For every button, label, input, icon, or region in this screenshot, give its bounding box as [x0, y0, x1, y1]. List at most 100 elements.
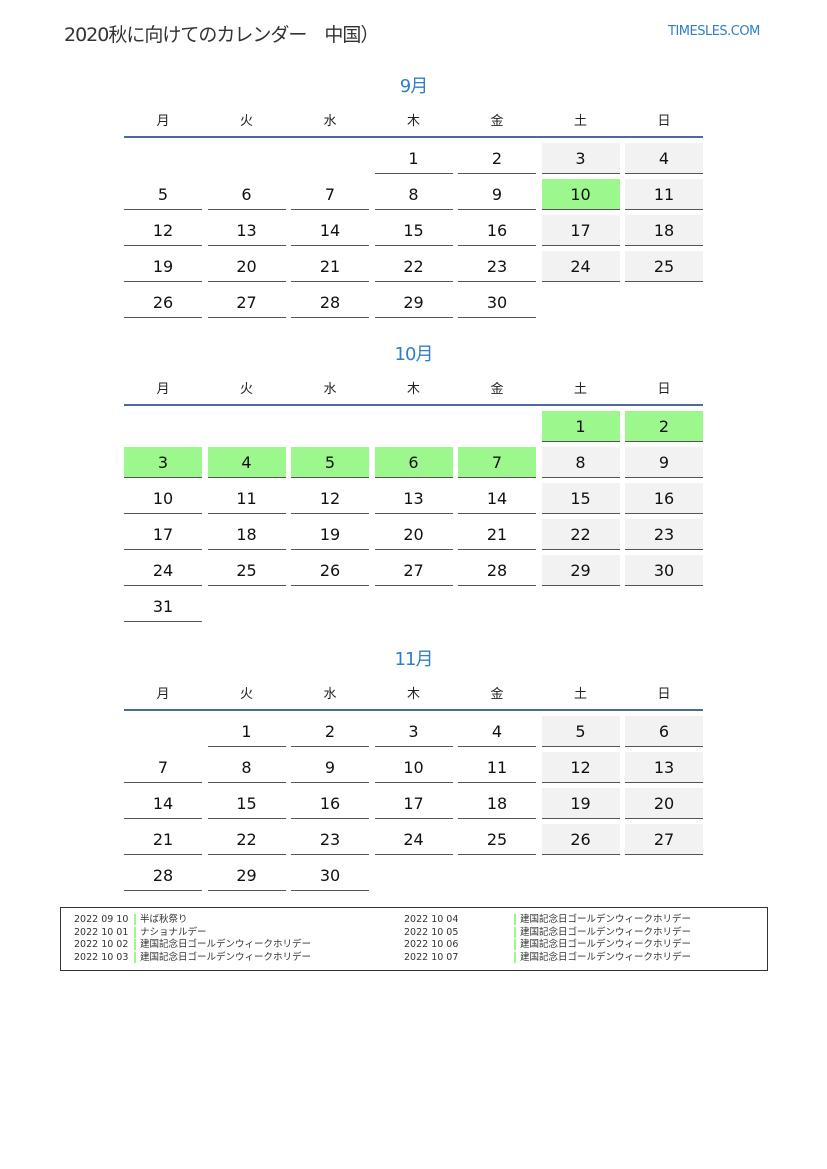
legend-date: 2022 10 02: [74, 939, 129, 950]
day-cell[interactable]: 24: [374, 824, 453, 855]
day-cell[interactable]: 10: [374, 752, 453, 783]
day-cell[interactable]: 18: [625, 215, 703, 246]
day-cell[interactable]: 13: [207, 215, 286, 246]
day-cell[interactable]: 19: [124, 251, 202, 282]
day-cell[interactable]: 22: [207, 824, 286, 855]
day-cell[interactable]: 28: [124, 860, 202, 891]
day-cell[interactable]: 27: [374, 555, 453, 586]
day-cell[interactable]: 29: [541, 555, 620, 586]
day-cell[interactable]: 19: [541, 788, 620, 819]
day-cell[interactable]: 26: [124, 287, 202, 318]
day-cell[interactable]: 14: [124, 788, 202, 819]
day-cell[interactable]: 3: [374, 716, 453, 747]
day-cell[interactable]: 8: [207, 752, 286, 783]
day-cell[interactable]: 14: [291, 215, 369, 246]
legend-holiday-name: 半ば秋祭り: [140, 914, 188, 925]
day-cell[interactable]: 9: [291, 752, 369, 783]
day-cell[interactable]: 22: [541, 519, 620, 550]
day-cell[interactable]: 18: [458, 788, 536, 819]
day-cell[interactable]: 8: [541, 447, 620, 478]
day-cell[interactable]: 15: [374, 215, 453, 246]
day-cell[interactable]: 23: [625, 519, 703, 550]
legend-item: 2022 10 04 建国記念日ゴールデンウィークホリデー: [404, 914, 691, 926]
day-cell[interactable]: 6: [625, 716, 703, 747]
holiday-marker: [134, 951, 136, 963]
day-cell[interactable]: 23: [458, 251, 536, 282]
day-cell[interactable]: 27: [207, 287, 286, 318]
day-cell[interactable]: 4: [207, 447, 286, 478]
day-cell[interactable]: 14: [458, 483, 536, 514]
day-cell[interactable]: 11: [207, 483, 286, 514]
day-cell[interactable]: 18: [207, 519, 286, 550]
day-cell[interactable]: 29: [207, 860, 286, 891]
day-cell[interactable]: 6: [207, 179, 286, 210]
holiday-marker: [514, 939, 516, 950]
header-divider: [124, 709, 703, 711]
day-cell[interactable]: 11: [625, 179, 703, 210]
day-cell[interactable]: 31: [124, 591, 202, 622]
day-cell[interactable]: 29: [374, 287, 453, 318]
day-cell[interactable]: 7: [124, 752, 202, 783]
day-cell[interactable]: 4: [625, 143, 703, 174]
day-cell[interactable]: 20: [374, 519, 453, 550]
day-cell[interactable]: 9: [458, 179, 536, 210]
day-cell[interactable]: 21: [124, 824, 202, 855]
day-cell[interactable]: 13: [625, 752, 703, 783]
day-cell[interactable]: 13: [374, 483, 453, 514]
day-cell[interactable]: 17: [374, 788, 453, 819]
day-cell[interactable]: 28: [458, 555, 536, 586]
day-cell[interactable]: 30: [625, 555, 703, 586]
day-cell[interactable]: 27: [625, 824, 703, 855]
day-cell[interactable]: 15: [207, 788, 286, 819]
day-cell[interactable]: 25: [625, 251, 703, 282]
day-cell[interactable]: 7: [291, 179, 369, 210]
day-cell[interactable]: 2: [625, 411, 703, 442]
day-cell[interactable]: 22: [374, 251, 453, 282]
day-cell[interactable]: 12: [541, 752, 620, 783]
day-cell[interactable]: 12: [291, 483, 369, 514]
day-cell[interactable]: 3: [541, 143, 620, 174]
day-cell[interactable]: 5: [124, 179, 202, 210]
day-cell[interactable]: 16: [625, 483, 703, 514]
day-cell[interactable]: 5: [541, 716, 620, 747]
day-cell[interactable]: 1: [541, 411, 620, 442]
day-cell[interactable]: 12: [124, 215, 202, 246]
day-cell[interactable]: 16: [291, 788, 369, 819]
day-cell[interactable]: 21: [291, 251, 369, 282]
day-cell[interactable]: 15: [541, 483, 620, 514]
site-logo[interactable]: TIMESLES.COM: [668, 24, 760, 39]
day-cell[interactable]: 5: [291, 447, 369, 478]
day-cell[interactable]: 26: [291, 555, 369, 586]
day-cell[interactable]: 20: [625, 788, 703, 819]
day-cell[interactable]: 17: [124, 519, 202, 550]
day-cell[interactable]: 11: [458, 752, 536, 783]
day-cell[interactable]: 17: [541, 215, 620, 246]
month-title: 11月: [394, 649, 434, 670]
day-cell[interactable]: 23: [291, 824, 369, 855]
day-cell[interactable]: 24: [541, 251, 620, 282]
day-cell[interactable]: 2: [458, 143, 536, 174]
day-cell[interactable]: 10: [124, 483, 202, 514]
day-cell[interactable]: 16: [458, 215, 536, 246]
day-cell[interactable]: 20: [207, 251, 286, 282]
day-cell[interactable]: 6: [374, 447, 453, 478]
day-cell[interactable]: 2: [291, 716, 369, 747]
day-cell[interactable]: 24: [124, 555, 202, 586]
day-cell[interactable]: 21: [458, 519, 536, 550]
day-cell[interactable]: 19: [291, 519, 369, 550]
day-cell[interactable]: 25: [207, 555, 286, 586]
day-cell[interactable]: 25: [458, 824, 536, 855]
day-cell[interactable]: 10: [541, 179, 620, 210]
day-cell[interactable]: 26: [541, 824, 620, 855]
day-cell[interactable]: 28: [291, 287, 369, 318]
day-cell[interactable]: 9: [625, 447, 703, 478]
day-cell[interactable]: 30: [458, 287, 536, 318]
day-cell[interactable]: 1: [374, 143, 453, 174]
legend-holiday-name: 建国記念日ゴールデンウィークホリデー: [520, 951, 692, 963]
day-cell[interactable]: 8: [374, 179, 453, 210]
day-cell[interactable]: 3: [124, 447, 202, 478]
day-cell[interactable]: 30: [291, 860, 369, 891]
day-cell[interactable]: 1: [207, 716, 286, 747]
day-cell[interactable]: 7: [458, 447, 536, 478]
day-cell[interactable]: 4: [458, 716, 536, 747]
